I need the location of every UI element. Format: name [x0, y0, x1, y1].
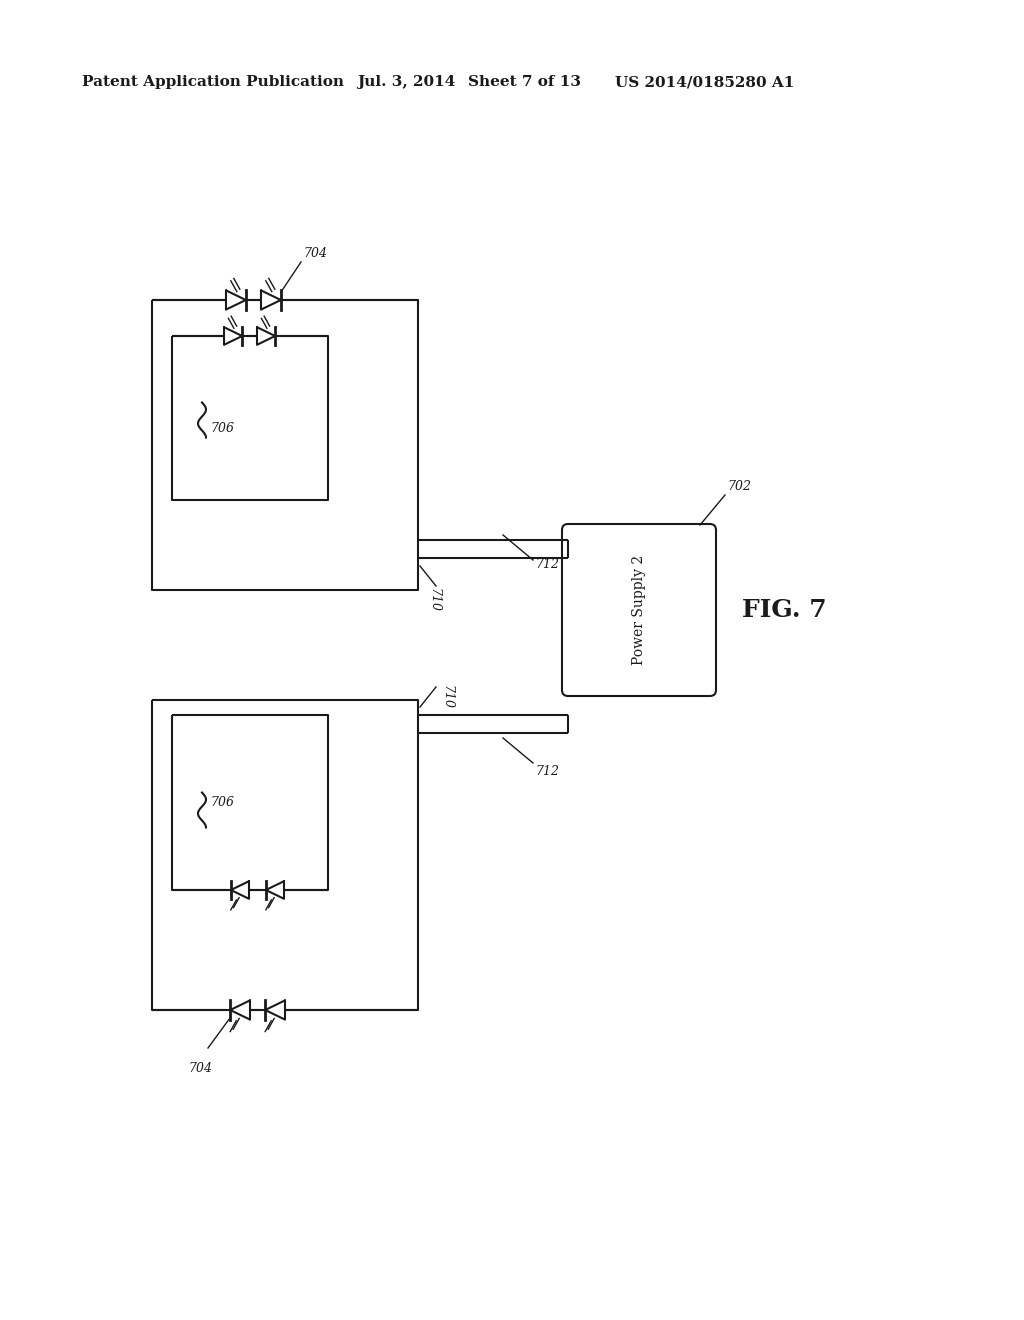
Polygon shape: [257, 327, 275, 345]
Text: 706: 706: [210, 796, 234, 808]
Text: Power Supply 2: Power Supply 2: [632, 554, 646, 665]
Polygon shape: [230, 882, 249, 899]
Text: 710: 710: [427, 587, 440, 612]
Text: 706: 706: [210, 421, 234, 434]
FancyBboxPatch shape: [562, 524, 716, 696]
Text: FIG. 7: FIG. 7: [742, 598, 826, 622]
Text: US 2014/0185280 A1: US 2014/0185280 A1: [615, 75, 795, 88]
Text: 712: 712: [535, 766, 559, 777]
Polygon shape: [224, 327, 242, 345]
Text: Sheet 7 of 13: Sheet 7 of 13: [468, 75, 581, 88]
Text: 702: 702: [727, 480, 751, 492]
Polygon shape: [266, 882, 284, 899]
Text: Jul. 3, 2014: Jul. 3, 2014: [357, 75, 456, 88]
Polygon shape: [261, 290, 281, 310]
Text: 710: 710: [440, 685, 453, 709]
Text: 712: 712: [535, 558, 559, 572]
Polygon shape: [230, 1001, 250, 1019]
Text: 704: 704: [303, 247, 327, 260]
Text: 704: 704: [188, 1063, 212, 1074]
Polygon shape: [226, 290, 246, 310]
Text: Patent Application Publication: Patent Application Publication: [82, 75, 344, 88]
Polygon shape: [265, 1001, 285, 1019]
